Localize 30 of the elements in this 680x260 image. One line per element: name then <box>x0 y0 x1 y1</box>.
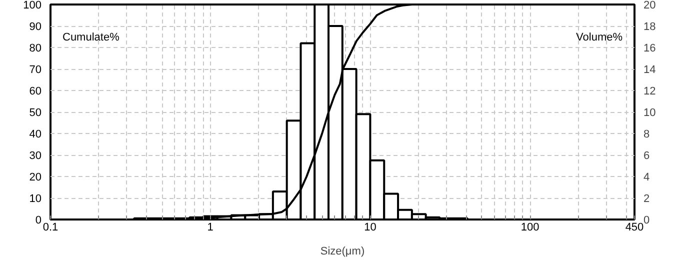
y-tick-label: 20 <box>29 172 42 184</box>
y-tick-label: 80 <box>29 42 42 54</box>
y-axis-title: Cumulate% <box>62 32 120 44</box>
y2-tick-label: 20 <box>644 0 656 12</box>
x-tick-label: 100 <box>520 222 540 234</box>
y-tick-label: 0 <box>35 214 42 226</box>
y2-tick-label: 10 <box>644 107 656 119</box>
y2-tick-label: 12 <box>644 86 656 98</box>
y2-tick-label: 4 <box>644 172 650 184</box>
y2-tick-label: 0 <box>644 214 650 226</box>
y2-tick-label: 18 <box>644 21 656 33</box>
y-tick-label: 10 <box>29 193 42 205</box>
y-tick-label: 40 <box>29 128 42 140</box>
x-tick-label: 1 <box>207 222 214 234</box>
y2-tick-label: 2 <box>644 193 650 205</box>
y2-tick-label: 16 <box>644 42 656 54</box>
x-tick-label: 0.1 <box>42 222 58 234</box>
y2-tick-label: 8 <box>644 128 650 140</box>
y-tick-label: 30 <box>29 150 42 162</box>
y-tick-label: 100 <box>23 0 42 12</box>
y-tick-label: 70 <box>29 64 42 76</box>
x-axis-title: Size(μm) <box>320 246 365 258</box>
x-tick-label: 10 <box>364 222 376 234</box>
x-tick-label: 450 <box>625 222 644 234</box>
y-tick-label: 50 <box>29 107 42 119</box>
y2-axis-title: Volume% <box>576 32 623 44</box>
y2-tick-label: 14 <box>644 64 656 76</box>
y-tick-label: 60 <box>29 86 42 98</box>
y2-tick-label: 6 <box>644 150 650 162</box>
y-tick-label: 90 <box>29 21 42 33</box>
